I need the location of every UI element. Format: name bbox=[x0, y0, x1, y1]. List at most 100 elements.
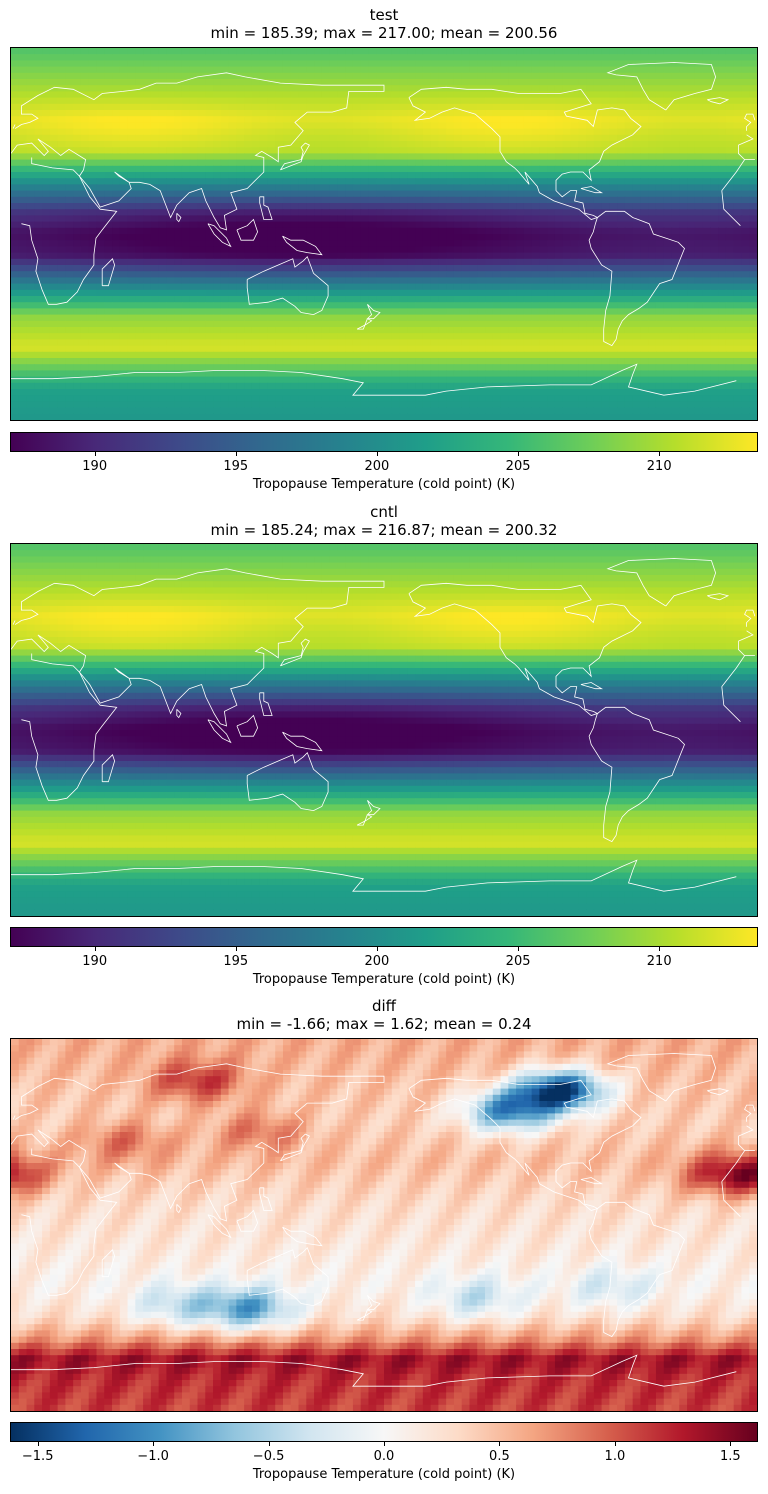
heatmap-cell bbox=[135, 314, 144, 322]
heatmap-cell bbox=[57, 320, 66, 328]
heatmap-cell bbox=[42, 172, 51, 179]
heatmap-cell bbox=[135, 172, 144, 179]
heatmap-cell bbox=[150, 314, 160, 322]
heatmap-cell bbox=[306, 190, 315, 198]
heatmap-cell bbox=[174, 215, 183, 223]
heatmap-cell bbox=[57, 54, 66, 61]
heatmap-cell bbox=[523, 97, 533, 105]
heatmap-cell bbox=[492, 345, 502, 353]
heatmap-cell bbox=[741, 110, 750, 117]
heatmap-cell bbox=[508, 314, 517, 322]
heatmap-cell bbox=[73, 327, 82, 334]
heatmap-cell bbox=[80, 327, 90, 334]
heatmap-cell bbox=[314, 234, 323, 241]
heatmap-cell bbox=[655, 60, 665, 68]
heatmap-cell bbox=[407, 122, 416, 130]
heatmap-cell bbox=[508, 345, 517, 353]
heatmap-cell bbox=[422, 141, 432, 148]
heatmap-cell bbox=[135, 60, 144, 68]
heatmap-cell bbox=[49, 172, 59, 179]
heatmap-cell bbox=[687, 227, 696, 235]
heatmap-cell bbox=[352, 196, 362, 204]
heatmap-cell bbox=[360, 209, 370, 216]
heatmap-cell bbox=[213, 283, 222, 291]
heatmap-cell bbox=[694, 79, 704, 86]
heatmap-cell bbox=[150, 320, 160, 328]
heatmap-cell bbox=[624, 271, 634, 278]
heatmap-cell bbox=[57, 128, 66, 136]
heatmap-cell bbox=[26, 97, 35, 105]
heatmap-cell bbox=[34, 227, 43, 235]
heatmap-cell bbox=[80, 320, 90, 328]
heatmap-cell bbox=[570, 302, 579, 309]
heatmap-cell bbox=[586, 277, 595, 285]
heatmap-cell bbox=[337, 141, 346, 148]
heatmap-cell bbox=[547, 172, 556, 179]
heatmap-cell bbox=[166, 215, 175, 223]
heatmap-cell bbox=[640, 289, 649, 297]
heatmap-cell bbox=[384, 265, 393, 272]
heatmap-cell bbox=[554, 320, 564, 328]
heatmap-cell bbox=[251, 178, 261, 185]
heatmap-cell bbox=[733, 159, 743, 167]
heatmap-cell bbox=[485, 110, 494, 117]
heatmap-cell bbox=[49, 103, 59, 111]
heatmap-cell bbox=[275, 339, 284, 347]
heatmap-cell bbox=[65, 240, 74, 247]
heatmap-cell bbox=[671, 178, 680, 185]
heatmap-cell bbox=[741, 48, 750, 55]
heatmap-cell bbox=[282, 153, 292, 161]
heatmap-cell bbox=[345, 333, 354, 340]
heatmap-cell bbox=[11, 358, 20, 365]
heatmap-cell bbox=[329, 79, 338, 86]
heatmap-cell bbox=[694, 178, 704, 185]
heatmap-cell bbox=[127, 240, 136, 247]
heatmap-cell bbox=[282, 60, 292, 68]
heatmap-cell bbox=[189, 302, 199, 309]
heatmap-cell bbox=[702, 327, 711, 334]
heatmap-cell bbox=[500, 196, 509, 204]
heatmap-cell bbox=[65, 227, 74, 235]
heatmap-cell bbox=[244, 103, 253, 111]
heatmap-cell bbox=[181, 345, 191, 353]
heatmap-cell bbox=[609, 172, 618, 179]
heatmap-cell bbox=[197, 196, 206, 204]
heatmap-cell bbox=[562, 358, 572, 365]
heatmap-cell bbox=[570, 116, 579, 123]
heatmap-cell bbox=[205, 116, 214, 123]
heatmap-cell bbox=[298, 221, 307, 229]
heatmap-cell bbox=[702, 97, 711, 105]
heatmap-cell bbox=[461, 116, 471, 123]
heatmap-cell bbox=[469, 165, 478, 173]
heatmap-cell bbox=[399, 122, 408, 130]
heatmap-cell bbox=[469, 54, 478, 61]
heatmap-cell bbox=[259, 240, 269, 247]
heatmap-cell bbox=[485, 91, 494, 99]
heatmap-cell bbox=[554, 172, 564, 179]
heatmap-cell bbox=[73, 153, 82, 161]
heatmap-cell bbox=[337, 302, 346, 309]
heatmap-cell bbox=[321, 364, 331, 371]
heatmap-cell bbox=[259, 296, 269, 303]
heatmap-cell bbox=[391, 271, 401, 278]
heatmap-cell bbox=[267, 72, 276, 80]
heatmap-cell bbox=[718, 296, 727, 303]
heatmap-cell bbox=[275, 240, 284, 247]
heatmap-cell bbox=[547, 110, 556, 117]
heatmap-cell bbox=[197, 289, 206, 297]
heatmap-cell bbox=[18, 358, 28, 365]
heatmap-cell bbox=[407, 103, 416, 111]
heatmap-cell bbox=[477, 277, 486, 285]
heatmap-cell bbox=[96, 79, 105, 86]
heatmap-cell bbox=[80, 60, 90, 68]
heatmap-cell bbox=[275, 48, 284, 55]
heatmap-cell bbox=[399, 203, 408, 210]
heatmap-cell bbox=[127, 196, 136, 204]
heatmap-cell bbox=[702, 221, 711, 229]
heatmap-cell bbox=[593, 221, 603, 229]
heatmap-cell bbox=[11, 364, 20, 371]
heatmap-cell bbox=[34, 209, 43, 216]
heatmap-cell bbox=[446, 178, 455, 185]
heatmap-cell bbox=[88, 48, 98, 55]
heatmap-cell bbox=[593, 258, 603, 266]
